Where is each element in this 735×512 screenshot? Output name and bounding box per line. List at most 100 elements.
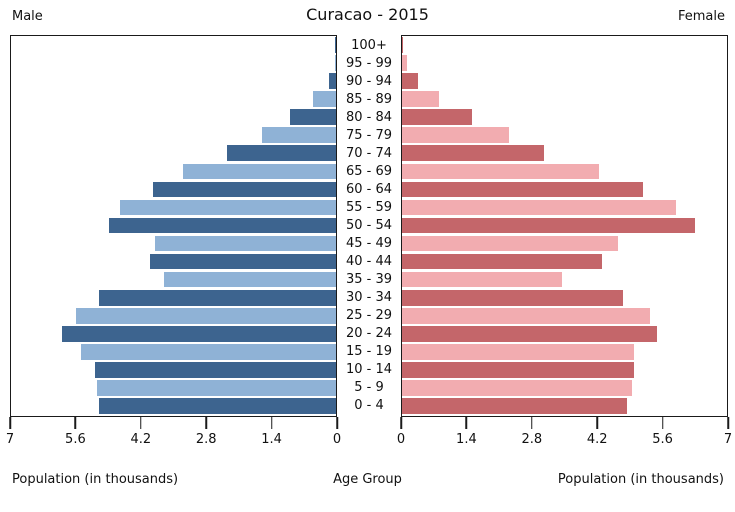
axis-tick bbox=[336, 417, 338, 429]
male-bar bbox=[76, 307, 336, 324]
male-bar bbox=[80, 344, 336, 360]
female-bar bbox=[402, 235, 618, 252]
female-panel bbox=[401, 35, 728, 417]
age-group-label: 95 - 99 bbox=[345, 55, 393, 71]
axis-tick-label: 2.8 bbox=[195, 432, 217, 447]
axis-tick bbox=[727, 417, 729, 429]
age-group-label: 80 - 84 bbox=[345, 109, 393, 125]
axis-tick-label: 4.2 bbox=[586, 432, 608, 447]
male-bar bbox=[261, 127, 336, 144]
age-group-label: 100+ bbox=[351, 37, 387, 53]
age-group-label: 55 - 59 bbox=[345, 199, 393, 215]
axis-tick-label: 4.2 bbox=[130, 432, 152, 447]
female-bar bbox=[402, 398, 628, 414]
female-bar bbox=[402, 289, 623, 306]
axis-tick-label: 7 bbox=[5, 432, 15, 447]
axis-tick-label: 5.6 bbox=[65, 432, 86, 447]
axis-tick bbox=[596, 417, 598, 429]
male-bar bbox=[99, 289, 336, 306]
female-bar bbox=[402, 109, 472, 126]
male-bar bbox=[335, 37, 336, 53]
age-group-label: 10 - 14 bbox=[345, 362, 393, 378]
male-bar bbox=[120, 199, 336, 216]
male-bar bbox=[182, 163, 336, 180]
female-bar bbox=[402, 37, 404, 53]
age-group-label: 70 - 74 bbox=[345, 145, 393, 161]
female-bars bbox=[402, 36, 727, 416]
age-group-label: 45 - 49 bbox=[345, 236, 393, 252]
female-bar bbox=[402, 307, 651, 324]
age-group-label: 30 - 34 bbox=[345, 290, 393, 306]
axis-tick-label: 5.6 bbox=[652, 432, 673, 447]
age-group-label: 15 - 19 bbox=[345, 344, 393, 360]
axis-tick bbox=[465, 417, 468, 429]
female-bar bbox=[402, 217, 695, 234]
male-bar bbox=[289, 109, 336, 126]
axis-tick-label: 1.4 bbox=[456, 432, 477, 447]
axis-tick bbox=[140, 417, 142, 429]
male-bar bbox=[226, 145, 336, 162]
male-bar bbox=[94, 362, 336, 378]
male-bar bbox=[334, 55, 336, 71]
age-group-caption: Age Group bbox=[333, 472, 402, 487]
axis-tick bbox=[400, 417, 402, 429]
male-bar bbox=[329, 73, 336, 89]
age-group-label: 60 - 64 bbox=[345, 181, 393, 197]
age-group-label: 5 - 9 bbox=[354, 380, 384, 396]
female-bar bbox=[402, 362, 635, 378]
male-bar bbox=[164, 271, 336, 288]
male-header-label: Male bbox=[12, 9, 43, 24]
axis-tick bbox=[531, 417, 533, 429]
female-bar bbox=[402, 325, 658, 342]
axis-captions: Population (in thousands) Age Group Popu… bbox=[0, 472, 735, 492]
axis-tick bbox=[205, 417, 207, 429]
age-group-label: 50 - 54 bbox=[345, 217, 393, 233]
female-bar bbox=[402, 199, 676, 216]
age-group-label: 25 - 29 bbox=[345, 308, 393, 324]
male-panel bbox=[10, 35, 337, 417]
axis-tick-label: 2.8 bbox=[521, 432, 543, 447]
male-axis-caption: Population (in thousands) bbox=[12, 472, 179, 487]
axis-tick-label: 0 bbox=[332, 432, 342, 447]
female-bar bbox=[402, 181, 644, 198]
male-bar bbox=[152, 181, 336, 198]
axis-tick-label: 7 bbox=[723, 432, 733, 447]
chart-title: Curacao - 2015 bbox=[306, 5, 429, 24]
age-group-label: 65 - 69 bbox=[345, 163, 393, 179]
axis-tick bbox=[9, 417, 11, 429]
age-group-label: 90 - 94 bbox=[345, 73, 393, 89]
age-group-label: 35 - 39 bbox=[345, 272, 393, 288]
age-group-label: 75 - 79 bbox=[345, 127, 393, 143]
male-bar bbox=[312, 91, 336, 107]
female-bar bbox=[402, 127, 509, 144]
age-group-labels: 100+ 95 - 99 90 - 94 85 - 89 80 - 84 75 - 79 7… bbox=[337, 35, 401, 417]
age-group-label: 20 - 24 bbox=[345, 326, 393, 342]
female-bar bbox=[402, 145, 544, 162]
axis-tick bbox=[661, 417, 664, 429]
male-bars bbox=[11, 36, 336, 416]
female-bar bbox=[402, 271, 563, 288]
axis-tick bbox=[270, 417, 273, 429]
male-bar bbox=[154, 235, 336, 252]
female-bar bbox=[402, 344, 635, 360]
female-bar bbox=[402, 163, 600, 180]
female-bar bbox=[402, 253, 602, 270]
male-bar bbox=[150, 253, 336, 270]
axis-tick bbox=[74, 417, 77, 429]
axis-tick-label: 0 bbox=[396, 432, 406, 447]
age-group-label: 40 - 44 bbox=[345, 254, 393, 270]
female-bar bbox=[402, 55, 407, 71]
axis-tick-label: 1.4 bbox=[261, 432, 282, 447]
male-axis-ticks: 0 1.4 2.8 4.2 5.6 7 bbox=[6, 417, 341, 453]
female-axis-ticks: 0 1.4 2.8 4.2 5.6 7 bbox=[397, 417, 732, 453]
male-bar bbox=[62, 325, 336, 342]
female-header-label: Female bbox=[677, 9, 725, 24]
male-bar bbox=[96, 380, 336, 396]
age-group-label: 0 - 4 bbox=[354, 398, 384, 414]
female-axis-caption: Population (in thousands) bbox=[557, 472, 724, 487]
female-bar bbox=[402, 91, 440, 107]
male-bar bbox=[99, 398, 336, 414]
male-bar bbox=[108, 217, 336, 234]
age-group-label: 85 - 89 bbox=[345, 91, 393, 107]
